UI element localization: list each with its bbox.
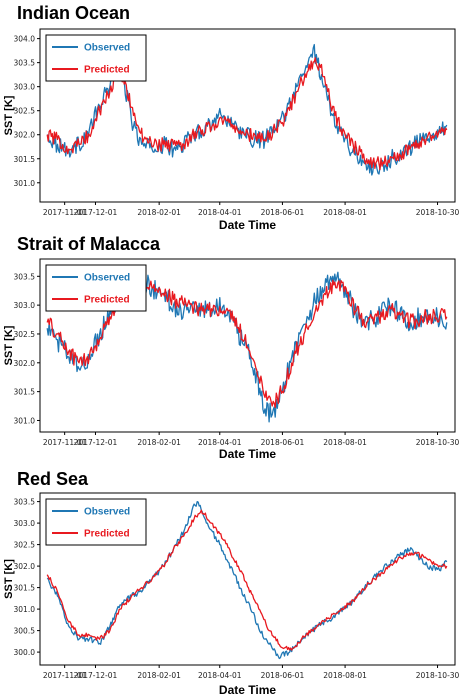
y-tick-label: 302.0: [14, 131, 36, 140]
legend-box: [45, 264, 147, 312]
x-tick-label: 2018-02-01: [137, 438, 181, 447]
x-tick-label: 2018-02-01: [137, 208, 181, 217]
y-tick-label: 301.0: [14, 605, 36, 614]
chart-panel-1: Indian Ocean 301.0 301.5 302.0 302.5 303.0 303…: [3, 3, 460, 232]
series-line-predicted: [46, 273, 448, 409]
x-tick-label: 2017-11-01: [43, 208, 87, 217]
y-tick-label: 302.5: [14, 107, 36, 116]
chart-panel-3: Red Sea 300.0 300.5 301.0 301.5 302.0 302.5 303…: [3, 469, 460, 697]
legend-box: [45, 34, 147, 82]
y-tick-label: 301.5: [14, 388, 36, 397]
x-tick-label: 2017-11-01: [43, 671, 87, 680]
x-tick-label: 2018-10-30: [416, 208, 460, 217]
x-tick-label: 2018-10-30: [416, 671, 460, 680]
plot-frame: [39, 258, 456, 433]
y-tick-label: 303.0: [14, 301, 36, 310]
x-tick-label: 2018-06-01: [261, 671, 305, 680]
y-tick-label: 302.0: [14, 562, 36, 571]
chart-title: Indian Ocean: [17, 3, 130, 23]
x-tick-label: 2018-08-01: [323, 438, 367, 447]
chart-title: Strait of Malacca: [17, 234, 161, 254]
y-tick-label: 302.5: [14, 330, 36, 339]
legend-label-predicted: Predicted: [84, 295, 130, 306]
plot-frame: [39, 492, 456, 666]
legend-label-observed: Observed: [84, 43, 130, 54]
legend: Observed Predicted: [45, 34, 147, 82]
y-axis-label: SST [K]: [3, 95, 15, 135]
x-tick-label: 2018-06-01: [261, 208, 305, 217]
x-tick-label: 2018-04-01: [198, 671, 242, 680]
x-tick-label: 2017-12-01: [74, 438, 118, 447]
x-tick-label: 2018-04-01: [198, 438, 242, 447]
y-axis-label: SST [K]: [3, 559, 15, 599]
y-tick-label: 300.0: [14, 648, 36, 657]
y-tick-label: 304.0: [14, 35, 36, 44]
y-tick-label: 303.5: [14, 498, 36, 507]
legend: Observed Predicted: [45, 264, 147, 312]
legend-label-predicted: Predicted: [84, 65, 130, 76]
x-tick-label: 2018-08-01: [323, 671, 367, 680]
chart-title: Red Sea: [17, 469, 89, 489]
legend: Observed Predicted: [45, 498, 147, 546]
series-line-predicted: [46, 509, 448, 651]
legend-label-observed: Observed: [84, 507, 130, 518]
y-tick-label: 303.0: [14, 83, 36, 92]
x-tick-label: 2018-06-01: [261, 438, 305, 447]
y-tick-label: 300.5: [14, 627, 36, 636]
y-tick-label: 301.5: [14, 155, 36, 164]
legend-label-predicted: Predicted: [84, 529, 130, 540]
x-axis-label: Date Time: [219, 218, 276, 232]
plot-frame: [39, 28, 456, 203]
y-tick-label: 303.5: [14, 272, 36, 281]
x-axis-label: Date Time: [219, 683, 276, 697]
x-tick-label: 2017-12-01: [74, 671, 118, 680]
chart-panel-2: Strait of Malacca 301.0 301.5 302.0 302.5 303…: [3, 234, 460, 461]
x-tick-label: 2018-08-01: [323, 208, 367, 217]
y-tick-label: 303.0: [14, 519, 36, 528]
y-tick-label: 303.5: [14, 59, 36, 68]
series-line-observed: [46, 500, 448, 660]
y-tick-label: 302.5: [14, 541, 36, 550]
y-axis-label: SST [K]: [3, 325, 15, 365]
y-tick-label: 301.5: [14, 584, 36, 593]
y-tick-label: 301.0: [14, 179, 36, 188]
legend-label-observed: Observed: [84, 273, 130, 284]
legend-box: [45, 498, 147, 546]
x-tick-label: 2017-12-01: [74, 208, 118, 217]
x-tick-label: 2018-04-01: [198, 208, 242, 217]
y-tick-label: 302.0: [14, 359, 36, 368]
x-tick-label: 2018-10-30: [416, 438, 460, 447]
x-axis-label: Date Time: [219, 447, 276, 461]
y-tick-label: 301.0: [14, 416, 36, 425]
x-tick-label: 2018-02-01: [137, 671, 181, 680]
x-tick-label: 2017-11-01: [43, 438, 87, 447]
